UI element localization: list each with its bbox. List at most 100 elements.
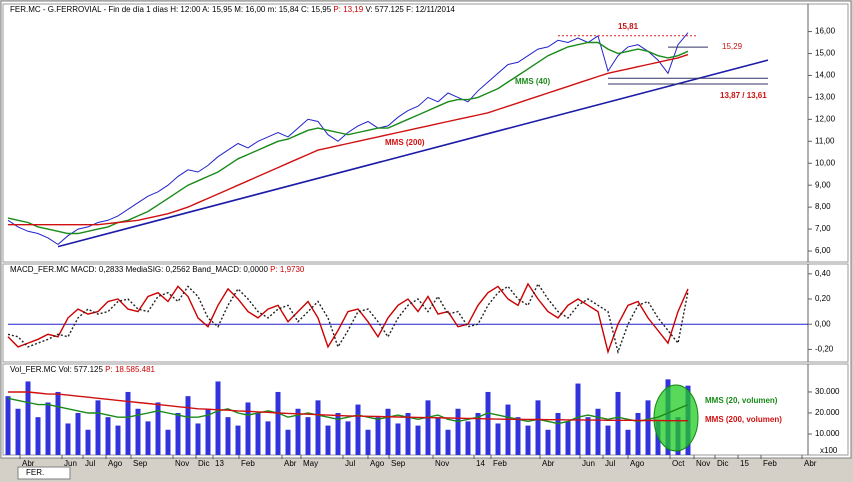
highlight — [653, 384, 699, 452]
volume-bar — [345, 421, 351, 455]
volume-bar — [285, 429, 291, 455]
volume-bar — [505, 404, 511, 455]
x-tick-label: Abr — [284, 459, 297, 468]
x-tick-label: 14 — [476, 459, 485, 468]
volume-bar — [525, 425, 531, 455]
panel-header-part: V: 577.125 F: 12/11/2014 — [363, 5, 455, 14]
series-label: MMS (20, volumen) — [705, 396, 778, 405]
volume-bar — [95, 400, 101, 455]
volume-bar — [275, 391, 281, 455]
panel-header: Vol_FER.MC Vol: 577.125 P: 18.585.481 — [10, 365, 156, 374]
volume-bar — [405, 412, 411, 455]
x-tick-label: Ago — [630, 459, 645, 468]
panel-header-part: P: 1,9730 — [270, 265, 305, 274]
series-line — [7, 32, 689, 246]
series-label: MMS (200) — [385, 138, 425, 147]
y-tick-label: 10.000 — [815, 429, 840, 438]
x-tick-label: Jun — [582, 459, 595, 468]
x-tick-label: 13 — [215, 459, 224, 468]
level-label: 13,87 / 13,61 — [720, 91, 767, 100]
volume-bar — [605, 425, 611, 455]
volume-bar — [315, 400, 321, 455]
volume-bar — [455, 408, 461, 455]
panel-header-part: P: 18.585.481 — [105, 365, 155, 374]
volume-bar — [255, 412, 261, 455]
volume-bar — [635, 412, 641, 455]
volume-bar — [155, 402, 161, 455]
volume-bar — [105, 417, 111, 455]
y-tick-label: 8,00 — [815, 202, 831, 211]
series-label: MMS (200, volumen) — [705, 415, 782, 424]
y-tick-label: 10,00 — [815, 158, 836, 167]
volume-bar — [595, 408, 601, 455]
x-tick-label: Nov — [696, 459, 710, 468]
volume-bar — [325, 425, 331, 455]
series-label: MMS (40) — [515, 77, 550, 86]
x-tick-label: Abr — [804, 459, 817, 468]
x-tick-label: Feb — [763, 459, 777, 468]
y-tick-label: 0,00 — [815, 319, 831, 328]
volume-bar — [35, 417, 41, 455]
volume-bar — [195, 423, 201, 455]
symbol-tab-label[interactable]: FER. — [26, 468, 44, 477]
volume-bar — [445, 429, 451, 455]
panel-header-part: P: 13,19 — [333, 5, 363, 14]
panel-header-part: Vol_FER.MC Vol: 577.125 — [10, 365, 105, 374]
series-line — [7, 397, 689, 425]
x-tick-label: Sep — [133, 459, 148, 468]
volume-bar — [585, 417, 591, 455]
level-label: 15,29 — [722, 42, 743, 51]
x-tick-label: Feb — [241, 459, 255, 468]
series-line — [8, 391, 688, 422]
volume-bar — [335, 412, 341, 455]
x-tick-label: Jun — [64, 459, 77, 468]
volume-bar — [515, 417, 521, 455]
series-line — [7, 282, 689, 355]
x-tick-label: Jul — [605, 459, 615, 468]
panel-header: MACD_FER.MC MACD: 0,2833 MediaSIG: 0,256… — [10, 265, 305, 274]
y-tick-label: 20.000 — [815, 408, 840, 417]
volume-bar — [375, 417, 381, 455]
y-tick-label: 7,00 — [815, 224, 831, 233]
x-tick-label: Sep — [391, 459, 406, 468]
volume-bar — [535, 400, 541, 455]
unit-label: x100 — [820, 446, 838, 455]
volume-bar — [485, 391, 491, 455]
y-tick-label: 30.000 — [815, 387, 840, 396]
volume-bar — [5, 396, 11, 455]
volume-bar — [55, 391, 61, 455]
volume-bar — [245, 402, 251, 455]
x-tick-label: Nov — [175, 459, 189, 468]
volume-bar — [555, 412, 561, 455]
volume-bar — [65, 423, 71, 455]
volume-bar — [135, 408, 141, 455]
symbol-tab[interactable] — [17, 466, 71, 480]
x-tick-label: Abr — [22, 459, 35, 468]
x-tick-label: 15 — [740, 459, 749, 468]
volume-bar — [645, 400, 651, 455]
y-tick-label: 13,00 — [815, 93, 836, 102]
x-tick-label: Ago — [108, 459, 123, 468]
y-tick-label: 6,00 — [815, 246, 831, 255]
volume-bar — [125, 391, 131, 455]
y-tick-label: 15,00 — [815, 49, 836, 58]
x-tick-label: Dic — [198, 459, 210, 468]
panel-header-part: MACD_FER.MC MACD: 0,2833 MediaSIG: 0,256… — [10, 265, 270, 274]
x-tick-label: Ago — [370, 459, 385, 468]
volume-bar — [225, 417, 231, 455]
volume-bar — [25, 381, 31, 455]
y-tick-label: 9,00 — [815, 180, 831, 189]
x-tick-label: May — [303, 459, 318, 468]
panel — [2, 263, 849, 363]
x-tick-label: Abr — [542, 459, 555, 468]
y-tick-label: 16,00 — [815, 27, 836, 36]
volume-bar — [205, 408, 211, 455]
trendline — [57, 59, 769, 248]
volume-bar — [365, 429, 371, 455]
volume-bar — [495, 423, 501, 455]
volume-bar — [475, 412, 481, 455]
volume-bar — [175, 412, 181, 455]
y-tick-label: 14,00 — [815, 71, 836, 80]
volume-bar — [115, 425, 121, 455]
